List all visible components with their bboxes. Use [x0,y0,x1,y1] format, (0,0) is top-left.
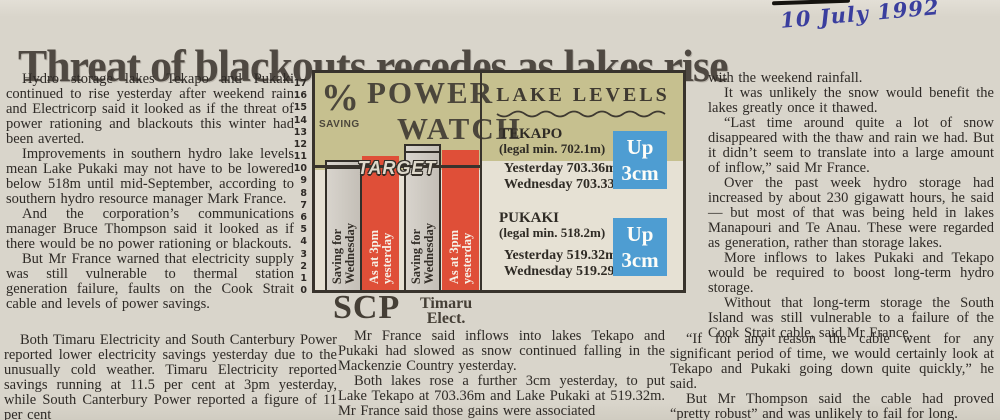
power-watch-title-line2: WATCH [397,111,522,146]
paragraph: “Last time around quite a lot of snow di… [708,115,994,176]
bar-label: Saving for Wednesday [329,222,357,284]
pukaki-values: Yesterday 519.32m Wednesday 519.29m [504,248,626,280]
bar-timaru-as-at-3pm-yesterday: As at 3pm yesterday [442,150,479,290]
bar-scp-saving-for-wednesday: Saving for Wednesday [325,159,362,290]
paragraph: And the corporation’s communications man… [6,206,294,252]
saving-label: SAVING [319,119,360,130]
paragraph: Improvements in southern hydro lake leve… [6,146,294,207]
lake-wednesday-level: Wednesday 703.33m [504,177,627,192]
category-label-scp: SCP [333,289,401,326]
paragraph: Both lakes rose a further 3cm yesterday,… [338,373,665,419]
paragraph: It was unlikely the snow would benefit t… [708,85,994,116]
panel-divider [480,73,482,290]
lake-name: TEKAPO [499,126,563,142]
bar-label: As at 3pm yesterday [366,229,394,284]
article-column-left: Hydro storage lakes Tekapo and Pukaki co… [6,72,294,312]
tekapo-up-3cm-badge: Up 3cm [613,131,667,189]
paragraph: More inflows to lakes Pukaki and Tekapo … [708,250,994,296]
paragraph: Mr France said inflows into lakes Tekapo… [338,328,665,374]
lake-yesterday-level: Yesterday 519.32m [504,248,617,263]
lake-yesterday-level: Yesterday 703.36m [504,161,617,176]
lake-wednesday-level: Wednesday 519.29m [504,264,627,279]
target-line [315,165,480,169]
savings-bar-chart: Saving for Wednesday As at 3pm yesterday S… [315,73,480,290]
article-column-left-bottom: Both Timaru Electricity and South Canter… [4,333,337,420]
lake-levels-title: LAKE LEVELS [496,84,670,106]
handwritten-date: 10 July 1992 [779,0,941,33]
bar-label: Saving for Wednesday [408,222,436,284]
pukaki-up-3cm-badge: Up 3cm [613,218,667,276]
paragraph: But Mr Thompson said the cable had prove… [670,391,994,420]
category-label-timaru: Timaru Elect. [420,295,473,327]
article-column-right-bottom: “If for any reason the cable went for an… [670,332,994,420]
paragraph: with the weekend rainfall. [708,70,863,86]
article-column-right: with the weekend rainfall. It was unlike… [708,71,994,341]
lake-legal-min: (legal min. 518.2m) [499,225,606,240]
bar-label: As at 3pm yesterday [446,229,474,284]
power-watch-infographic: % SAVING POWER WATCH Saving for Wednesday… [312,70,686,293]
paragraph: Both Timaru Electricity and South Canter… [4,332,337,420]
tekapo-heading: TEKAPO (legal min. 702.1m) [499,127,605,156]
article-column-middle: Mr France said inflows into lakes Tekapo… [338,329,665,419]
target-label: TARGET [357,158,437,179]
lake-legal-min: (legal min. 702.1m) [499,141,606,156]
bar-scp-as-at-3pm-yesterday: As at 3pm yesterday [362,156,399,290]
tekapo-values: Yesterday 703.36m Wednesday 703.33m [504,161,626,193]
paragraph: Hydro storage lakes Tekapo and Pukaki co… [6,71,294,147]
lake-name: PUKAKI [499,210,559,226]
paragraph: “If for any reason the cable went for an… [670,331,994,392]
pukaki-heading: PUKAKI (legal min. 518.2m) [499,211,605,240]
y-axis-ticks: 17 16 15 14 13 12 11 10 9 8 7 6 5 4 3 2 1 0 [293,78,307,296]
paragraph: But Mr France warned that electricity su… [6,251,294,312]
wave-underline-icon [496,110,666,118]
percent-saving-icon: % [321,77,359,119]
paragraph: Over the past week hydro storage had inc… [708,175,994,251]
power-watch-title-line1: POWER [367,75,495,110]
bar-timaru-saving-for-wednesday: Saving for Wednesday [404,143,441,290]
paragraph: Without that long-term storage the South… [708,295,994,341]
